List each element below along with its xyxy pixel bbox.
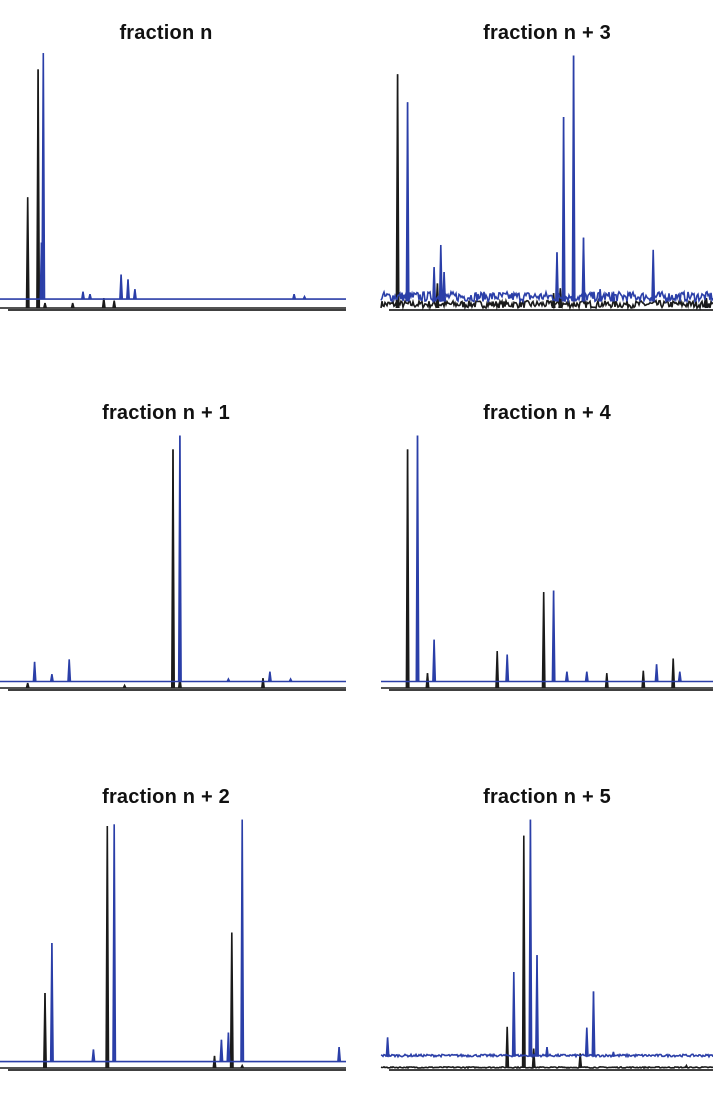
chromatogram-panel-fraction-n-plus-3: fraction n + 3 [380, 22, 713, 352]
trace-series-0 [380, 835, 713, 1070]
panel-title: fraction n + 1 [102, 402, 230, 424]
panel-title: fraction n + 3 [483, 22, 611, 44]
chromatogram-plot [0, 819, 346, 1071]
trace-series-0 [380, 74, 713, 311]
trace-series-1 [0, 53, 346, 300]
chromatogram-plot [0, 53, 346, 311]
panel-title: fraction n + 2 [102, 786, 230, 808]
chromatogram-panel-fraction-n-plus-1: fraction n + 1 [0, 402, 346, 732]
chromatogram-plot [380, 819, 713, 1071]
trace-series-1 [380, 55, 713, 304]
chromatogram-panel-fraction-n-plus-2: fraction n + 2 [0, 786, 346, 1116]
chromatogram-plot [380, 55, 713, 311]
chromatogram-panel-fraction-n-plus-5: fraction n + 5 [380, 786, 713, 1116]
chromatogram-panel-fraction-n-plus-4: fraction n + 4 [381, 402, 713, 732]
chromatogram-panel-fraction-n: fraction n [0, 22, 346, 352]
trace-series-1 [380, 819, 713, 1059]
trace-series-1 [381, 435, 713, 683]
chromatogram-plot [381, 435, 713, 691]
chromatogram-plot [0, 435, 346, 691]
trace-series-0 [0, 69, 346, 309]
panel-title: fraction n + 5 [483, 786, 611, 808]
trace-series-0 [381, 449, 713, 689]
panel-title: fraction n + 4 [483, 402, 611, 424]
panel-title: fraction n [119, 22, 213, 44]
